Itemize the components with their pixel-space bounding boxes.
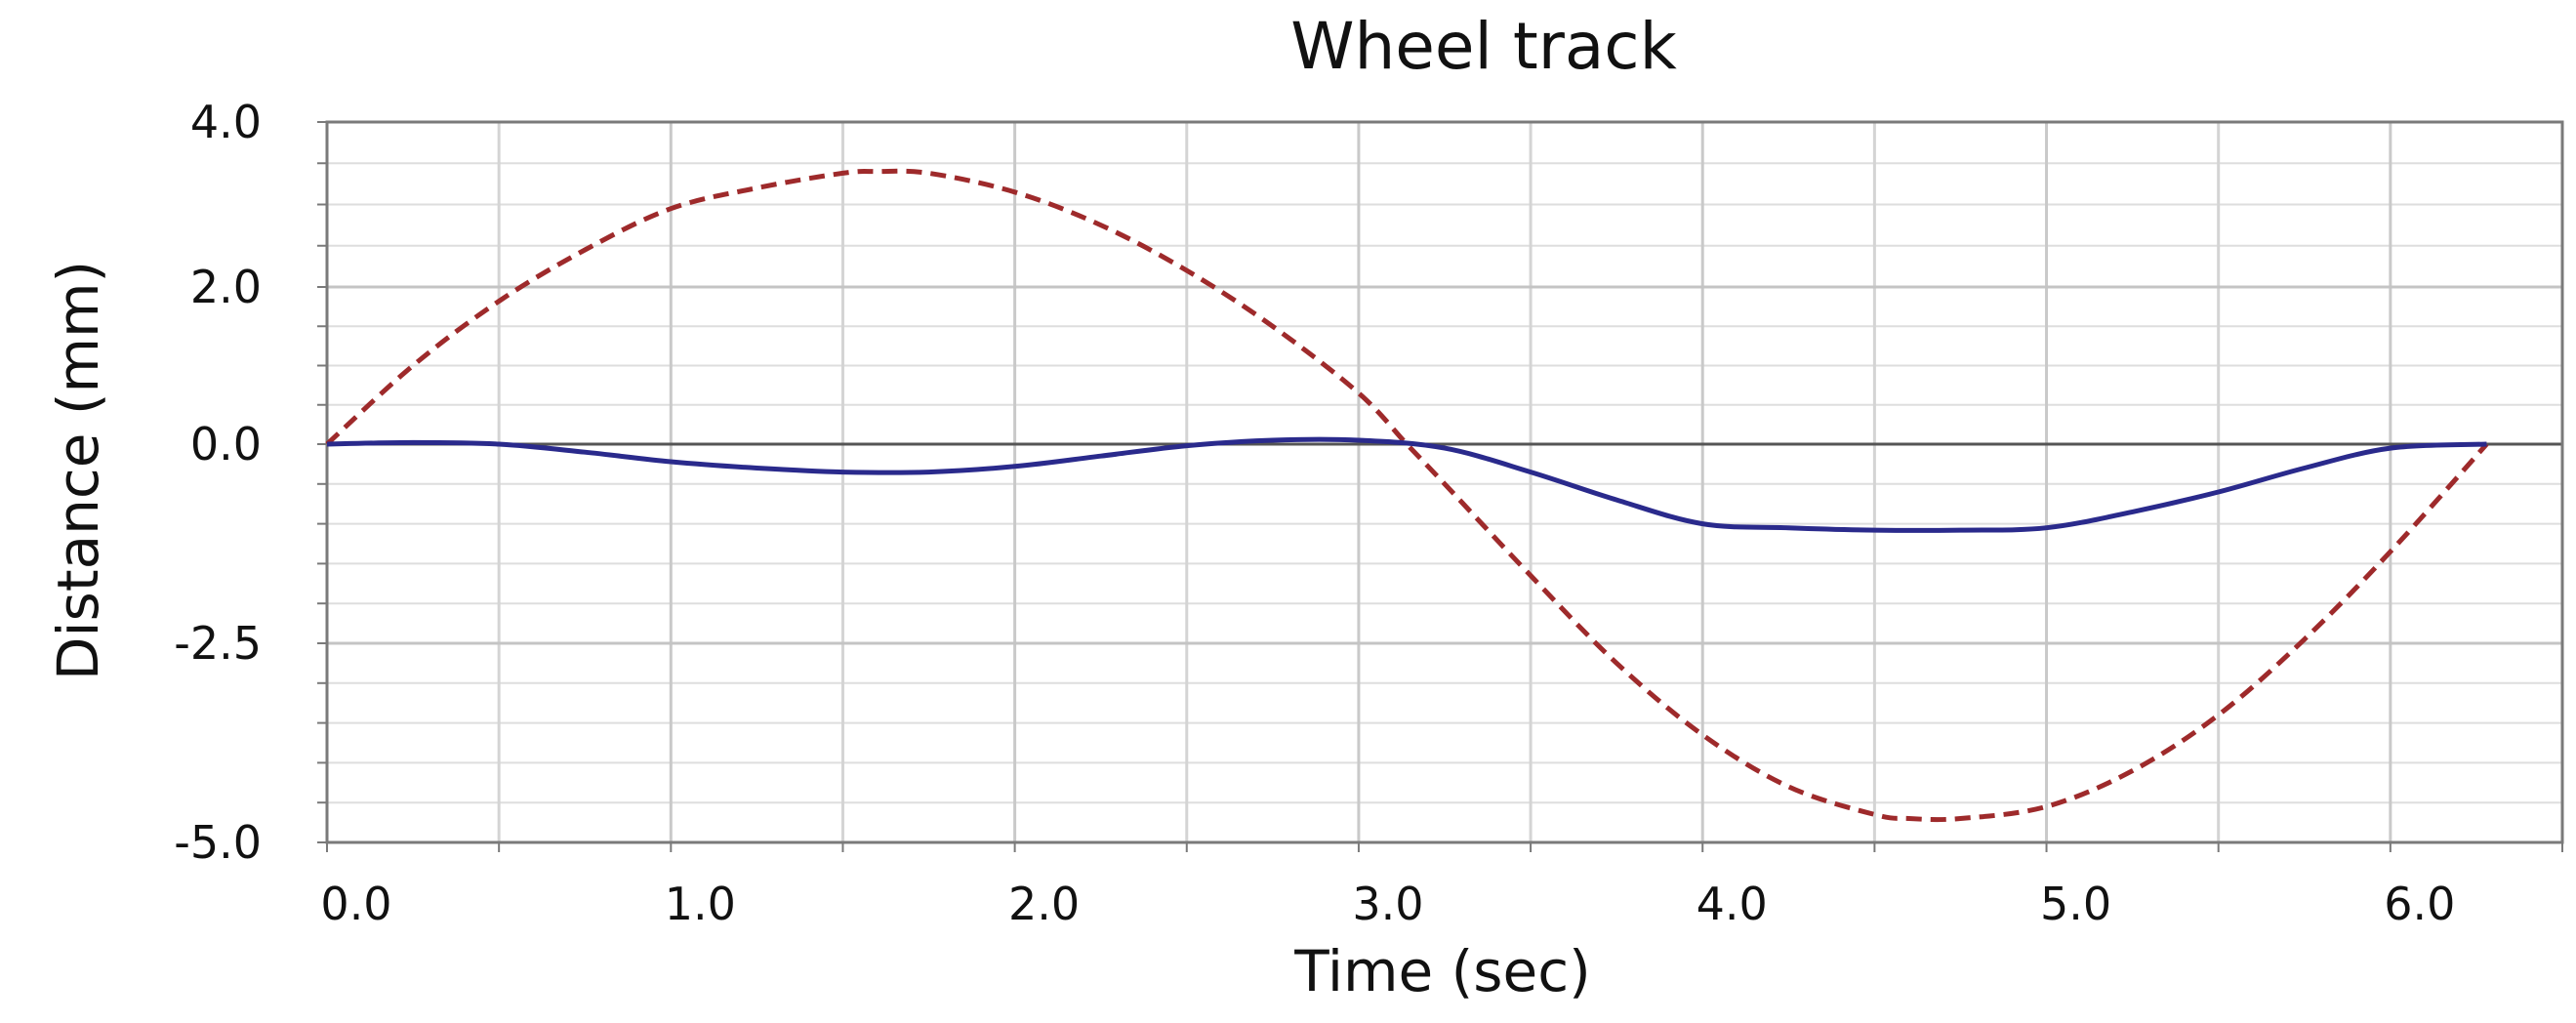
x-tick-label: 4.0 — [1697, 878, 1768, 930]
y-tick-label: 0.0 — [190, 418, 262, 471]
plot-area-frame — [325, 120, 2564, 844]
y-tick-label: -2.5 — [174, 617, 262, 670]
x-axis-label: Time (sec) — [1293, 938, 1590, 1004]
series-line-solid-blue — [326, 436, 2487, 533]
x-tick-label: 3.0 — [1352, 878, 1423, 930]
series-line-dashed-red — [325, 168, 2489, 823]
y-tick-label: 2.0 — [190, 261, 262, 313]
series-group — [325, 168, 2489, 823]
x-tick-label: 1.0 — [665, 878, 736, 930]
y-tick-labels: 4.0 2.0 0.0 -2.5 -5.0 — [174, 96, 262, 869]
x-tick-label: 0.0 — [320, 878, 391, 930]
y-tick-label: -5.0 — [174, 816, 262, 869]
y-axis-label: Distance (mm) — [45, 261, 111, 680]
y-tick-label: 4.0 — [190, 96, 262, 148]
x-tick-label: 6.0 — [2384, 878, 2455, 930]
x-tick-labels: 0.0 1.0 2.0 3.0 4.0 5.0 6.0 — [320, 878, 2455, 930]
x-tick-label: 2.0 — [1008, 878, 1080, 930]
chart-title: Wheel track — [1290, 9, 1677, 84]
x-tick-label: 5.0 — [2040, 878, 2111, 930]
